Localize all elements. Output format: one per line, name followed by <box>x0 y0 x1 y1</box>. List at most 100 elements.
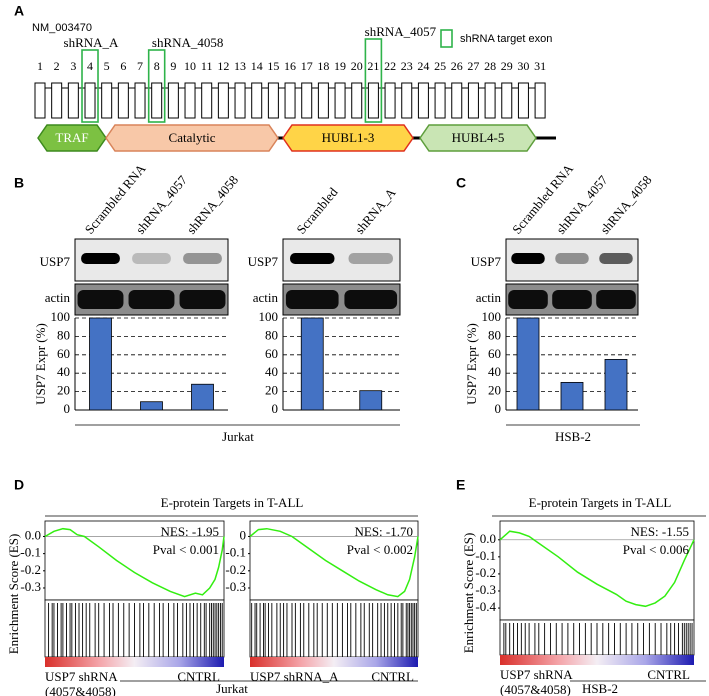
panel-letter: B <box>14 175 24 191</box>
exon-box <box>334 82 346 119</box>
x-axis-label: CNTRL <box>647 667 690 682</box>
actin-band <box>77 290 124 309</box>
exon-number: 22 <box>384 59 396 73</box>
transcript-id: NM_003470 <box>32 22 92 34</box>
y-tick-label: 0.0 <box>25 527 41 542</box>
exon-box <box>284 82 296 119</box>
exon-number: 23 <box>401 59 413 73</box>
y-tick-label: 0.0 <box>480 531 496 546</box>
bar <box>89 317 112 411</box>
usp7-band <box>555 253 589 264</box>
exon-number: 2 <box>54 59 60 73</box>
enrichment-curve <box>44 527 225 598</box>
exon-number: 13 <box>234 59 246 73</box>
bar <box>560 381 584 411</box>
usp7-band <box>348 253 393 264</box>
domain-label: TRAF <box>55 130 88 145</box>
protein-domain <box>105 124 279 152</box>
exon-number: 18 <box>317 59 329 73</box>
exon-box <box>151 82 163 119</box>
x-axis-label: CNTRL <box>371 669 414 684</box>
exon-number: 7 <box>137 59 143 73</box>
cell-line-label: Jurkat <box>222 429 254 444</box>
exon-box <box>217 82 229 119</box>
enrichment-curve <box>249 527 419 598</box>
bar <box>359 390 383 411</box>
actin-band <box>344 290 398 309</box>
y-tick-label: 100 <box>259 309 279 324</box>
y-tick-label: -0.2 <box>20 562 41 577</box>
stat-annotation: NES: -1.95 <box>161 524 220 539</box>
exon-box <box>434 82 446 119</box>
exon-number: 1 <box>37 59 43 73</box>
y-tick-label: -0.1 <box>225 545 246 560</box>
y-tick-label: 60 <box>265 346 278 361</box>
actin-band <box>285 290 339 309</box>
exon-box <box>417 82 429 119</box>
exon-box <box>384 82 396 119</box>
usp7-band <box>132 253 171 264</box>
exon-number: 16 <box>284 59 296 73</box>
exon-number: 27 <box>467 59 479 73</box>
usp7-band <box>599 253 633 264</box>
usp7-band <box>290 253 335 264</box>
y-tick-label: 80 <box>488 327 501 342</box>
y-tick-label: -0.2 <box>475 565 496 580</box>
y-tick-label: -0.1 <box>475 548 496 563</box>
x-axis-label: (4057&4058) <box>45 684 116 696</box>
y-tick-label: 80 <box>265 327 278 342</box>
actin-band <box>552 290 592 309</box>
exon-number: 21 <box>367 59 379 73</box>
legend-label: shRNA target exon <box>460 33 552 45</box>
target-exon-highlight <box>81 49 99 123</box>
exon-box <box>367 82 379 119</box>
blot-row-label: actin <box>476 290 502 305</box>
usp7-band <box>511 253 545 264</box>
x-axis-label: USP7 shRNA <box>45 669 118 684</box>
exon-box <box>234 82 246 119</box>
actin-band <box>128 290 175 309</box>
exon-box <box>534 82 546 119</box>
x-axis-label: CNTRL <box>177 669 220 684</box>
y-tick-label: 20 <box>488 383 501 398</box>
y-tick-label: 60 <box>57 346 70 361</box>
y-tick-label: -0.1 <box>20 545 41 560</box>
y-tick-label: 20 <box>265 383 278 398</box>
y-tick-label: 40 <box>265 364 278 379</box>
rank-colorbar <box>500 655 694 665</box>
exon-number: 9 <box>170 59 176 73</box>
bar <box>300 317 324 411</box>
exon-box <box>134 82 146 119</box>
exon-box <box>401 82 413 119</box>
y-tick-label: -0.2 <box>225 562 246 577</box>
exon-box <box>501 82 513 119</box>
exon-number: 6 <box>120 59 126 73</box>
exon-number: 17 <box>301 59 313 73</box>
y-tick-label: 100 <box>51 309 71 324</box>
exon-box <box>251 82 263 119</box>
usp7-band <box>81 253 120 264</box>
y-tick-label: -0.3 <box>475 582 496 597</box>
bar <box>516 317 540 411</box>
y-tick-label: 80 <box>57 327 70 342</box>
domain-label: HUBL1-3 <box>322 130 375 145</box>
exon-number: 30 <box>517 59 529 73</box>
exon-number: 25 <box>434 59 446 73</box>
domain-label: Catalytic <box>169 130 216 145</box>
exon-number: 19 <box>334 59 346 73</box>
rank-colorbar <box>250 657 418 667</box>
y-tick-label: 0 <box>64 401 71 416</box>
exon-number: 31 <box>534 59 546 73</box>
panel-letter: C <box>456 175 466 191</box>
blot-row-label: actin <box>45 290 71 305</box>
barcode-frame <box>249 599 419 658</box>
x-axis-label: USP7 shRNA_A <box>250 669 339 684</box>
legend-swatch <box>440 29 453 48</box>
exon-number: 24 <box>417 59 429 73</box>
exon-box <box>467 82 479 119</box>
y-axis-title: USP7 Expr (%) <box>464 323 479 405</box>
actin-band <box>179 290 226 309</box>
panel-letter: A <box>14 3 24 19</box>
y-axis-title: Enrichment Score (ES) <box>461 533 476 654</box>
